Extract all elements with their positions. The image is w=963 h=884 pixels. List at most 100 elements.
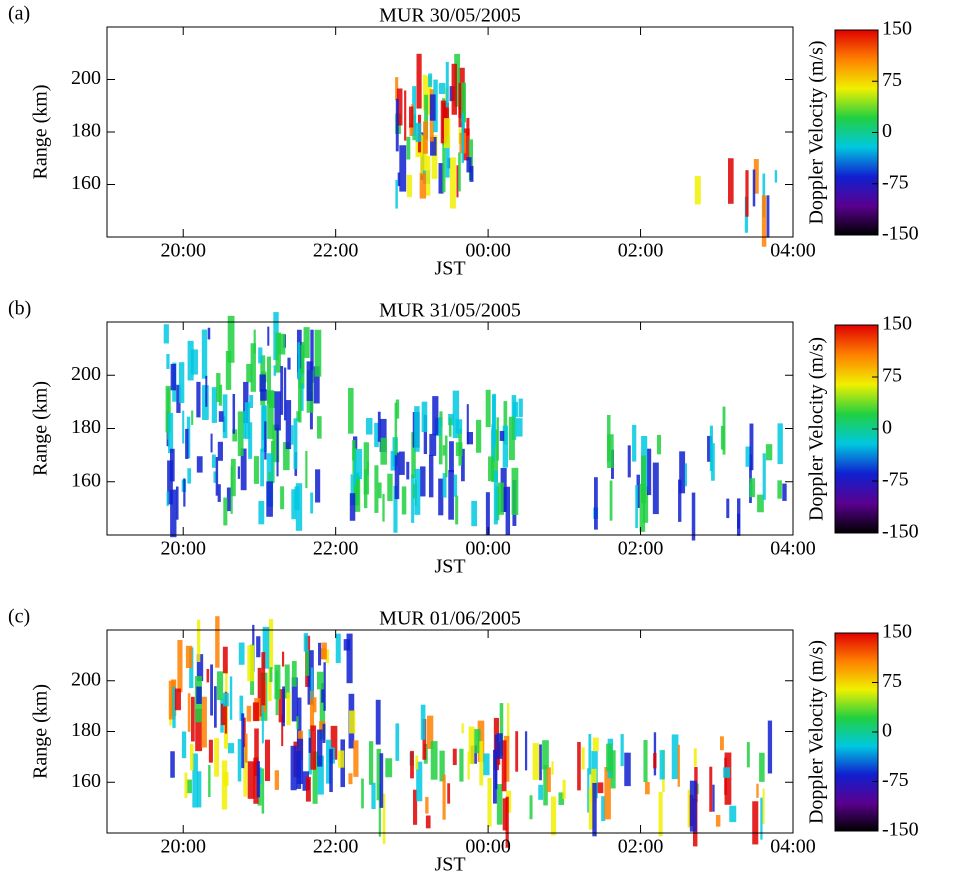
- echo: [398, 451, 405, 475]
- echo: [280, 366, 284, 415]
- echo: [420, 135, 427, 176]
- echo: [211, 454, 216, 468]
- echo: [237, 411, 244, 457]
- colorbar-tick-label: 75: [882, 69, 902, 91]
- echo: [592, 782, 597, 837]
- echo: [709, 425, 713, 472]
- echo: [170, 363, 177, 391]
- echo: [452, 748, 457, 766]
- echo: [278, 333, 286, 355]
- echo: [394, 402, 398, 456]
- x-tick-label: 04:00: [770, 836, 816, 858]
- echo: [269, 667, 273, 683]
- echo: [745, 446, 751, 467]
- echo: [415, 122, 422, 142]
- echo: [225, 666, 228, 711]
- echo: [454, 53, 461, 107]
- echo: [166, 353, 170, 370]
- echo: [551, 796, 557, 836]
- echo: [399, 145, 407, 192]
- echo: [461, 82, 467, 123]
- echo: [218, 411, 224, 422]
- echo: [283, 442, 290, 471]
- echo: [291, 425, 294, 445]
- echo: [658, 791, 663, 837]
- echo: [691, 492, 696, 541]
- echo: [760, 797, 763, 840]
- echo: [319, 689, 326, 740]
- echo: [256, 761, 260, 798]
- echo: [222, 692, 229, 707]
- echo: [684, 463, 687, 487]
- echo: [425, 815, 431, 829]
- echo: [310, 329, 314, 383]
- echo: [543, 765, 548, 806]
- echo: [639, 483, 646, 532]
- colorbar-tick-label: -150: [882, 223, 919, 245]
- y-tick-label: 200: [71, 668, 101, 690]
- echo: [325, 649, 330, 664]
- colorbar-label: Doppler Velocity (m/s): [806, 40, 828, 224]
- echo: [640, 455, 647, 504]
- echo: [492, 395, 496, 447]
- echo: [445, 435, 448, 478]
- echo: [319, 721, 326, 733]
- echo: [226, 487, 231, 512]
- echo: [420, 704, 426, 740]
- echo: [455, 442, 463, 456]
- echo: [258, 767, 262, 785]
- echo: [218, 384, 223, 406]
- echo: [752, 801, 759, 845]
- echo: [499, 430, 505, 441]
- echo: [274, 770, 279, 790]
- echo: [230, 466, 233, 514]
- echo: [406, 174, 413, 198]
- echo: [609, 480, 613, 521]
- echo: [581, 747, 585, 770]
- echo: [551, 761, 554, 775]
- echo: [414, 468, 421, 515]
- echo: [378, 783, 381, 837]
- echo: [305, 776, 311, 802]
- echo: [196, 456, 203, 473]
- colorbar: [834, 632, 879, 832]
- echo: [264, 739, 271, 782]
- echo: [299, 383, 304, 411]
- echo: [487, 777, 492, 827]
- echo: [777, 423, 783, 465]
- echo: [348, 773, 353, 785]
- echo: [229, 676, 233, 720]
- echo: [466, 117, 470, 136]
- echo: [461, 448, 465, 482]
- echo: [635, 485, 638, 528]
- echo: [647, 448, 652, 496]
- echo: [241, 713, 245, 769]
- echo: [281, 715, 284, 747]
- x-tick-label: 22:00: [313, 538, 359, 560]
- echo: [252, 702, 259, 722]
- echo: [205, 375, 208, 407]
- echo: [774, 170, 778, 183]
- echo: [596, 782, 604, 794]
- echo: [244, 402, 250, 439]
- colorbar-tick-label: 150: [882, 621, 912, 643]
- echo: [250, 343, 256, 392]
- echo: [607, 414, 611, 462]
- echo: [335, 633, 341, 664]
- echo: [300, 345, 305, 374]
- echo: [425, 155, 431, 196]
- echo: [542, 740, 549, 770]
- echo: [232, 429, 238, 442]
- echo: [243, 411, 246, 439]
- echo: [636, 474, 640, 508]
- y-axis-label: Range (km): [30, 684, 52, 779]
- echo: [720, 425, 725, 450]
- colorbar: [834, 29, 879, 236]
- echo: [423, 121, 428, 154]
- echo: [518, 398, 523, 418]
- echo: [284, 664, 290, 699]
- echo: [196, 381, 201, 418]
- echo: [413, 789, 418, 825]
- echo: [329, 749, 333, 793]
